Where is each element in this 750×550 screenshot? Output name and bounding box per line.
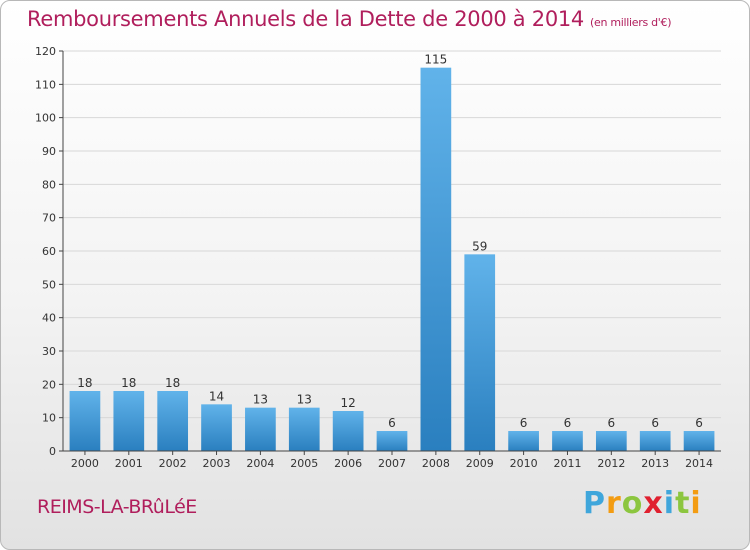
x-tick-label: 2014: [685, 457, 713, 470]
data-label: 6: [388, 416, 396, 430]
chart-subtitle: (en milliers d'€): [590, 16, 672, 29]
bar: [552, 431, 583, 451]
x-tick-label: 2001: [115, 457, 143, 470]
y-tick-label: 10: [42, 412, 56, 425]
chart-title: Remboursements Annuels de la Dette de 20…: [27, 7, 672, 31]
data-label: 6: [695, 416, 703, 430]
axes: 0 10 20 30 40 50 60 70 80 90 100 110 120 2000 2001 2002…: [35, 45, 721, 470]
bar: [376, 431, 408, 451]
logo-letter: o: [621, 486, 644, 521]
x-tick-label: 2006: [334, 457, 362, 470]
y-tick-label: 60: [42, 245, 56, 258]
bar: [639, 431, 671, 451]
y-tick-label: 120: [35, 45, 56, 58]
y-tick-label: 20: [42, 378, 56, 391]
x-tick-label: 2008: [422, 457, 450, 470]
y-tick-label: 30: [42, 345, 56, 358]
data-label: 6: [651, 416, 659, 430]
logo-letter: P: [583, 486, 606, 521]
y-tick-label: 80: [42, 178, 56, 191]
bar: [332, 411, 364, 451]
data-label: 13: [253, 393, 268, 407]
x-tick-label: 2004: [246, 457, 274, 470]
bar: [69, 391, 101, 451]
y-tick-label: 100: [35, 112, 56, 125]
x-tick-label: 2009: [466, 457, 494, 470]
logo-letter: i: [663, 486, 676, 521]
y-tick-label: 40: [42, 312, 56, 325]
y-tick-label: 50: [42, 278, 56, 291]
data-label: 6: [520, 416, 528, 430]
logo-letter: i: [690, 486, 702, 521]
data-label: 12: [340, 396, 355, 410]
bar: [508, 431, 539, 451]
data-label: 115: [424, 53, 447, 67]
x-tick-label: 2011: [553, 457, 581, 470]
data-label: 18: [165, 376, 180, 390]
x-tick-label: 2000: [71, 457, 99, 470]
x-tick-label: 2005: [290, 457, 318, 470]
data-label: 14: [209, 389, 224, 403]
logo-letter: t: [675, 486, 691, 521]
bar: [113, 391, 145, 451]
bar: [683, 431, 715, 451]
x-tick-label: 2003: [203, 457, 231, 470]
x-tick-label: 2012: [597, 457, 625, 470]
bar: [420, 67, 452, 452]
y-tick-label: 0: [49, 445, 56, 458]
x-tick-label: 2013: [641, 457, 669, 470]
bar: [288, 407, 320, 451]
commune-name: REIMS-LA-BRûLéE: [37, 496, 197, 518]
bar: [245, 407, 276, 451]
bar: [157, 391, 189, 451]
data-label: 13: [297, 393, 312, 407]
proxiti-logo: Proxiti: [583, 486, 702, 521]
y-tick-label: 90: [42, 145, 56, 158]
data-label: 6: [564, 416, 572, 430]
bar: [595, 431, 627, 451]
y-tick-label: 110: [35, 78, 56, 91]
x-tick-label: 2010: [510, 457, 538, 470]
data-label: 18: [121, 376, 136, 390]
data-label: 18: [77, 376, 92, 390]
y-tick-label: 70: [42, 212, 56, 225]
data-label: 6: [608, 416, 616, 430]
bar: [464, 254, 496, 451]
bars: 18 18 18 14 13 13 12 6 115 59 6 6 6 6 6: [69, 53, 715, 452]
data-label: 59: [472, 239, 487, 253]
logo-letter: x: [643, 486, 664, 521]
logo-letter: r: [606, 486, 622, 521]
x-tick-label: 2007: [378, 457, 406, 470]
bar: [201, 404, 232, 451]
x-tick-label: 2002: [159, 457, 187, 470]
